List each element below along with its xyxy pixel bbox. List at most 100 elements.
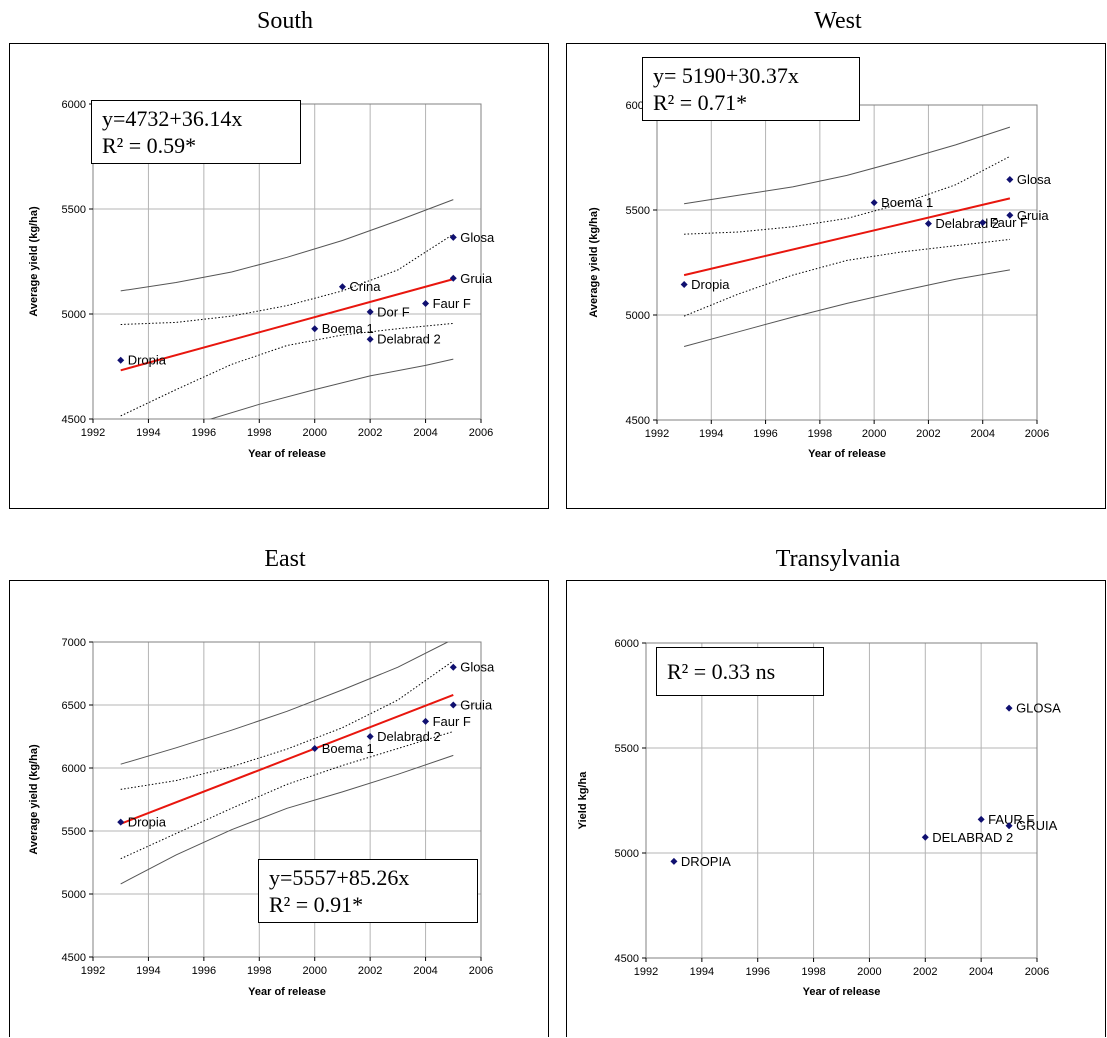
transylvania-x-tick-label: 1994: [690, 966, 714, 978]
east-confidence-upper-line: [120, 660, 454, 790]
transylvania-data-point: [921, 833, 929, 841]
west-data-label: Gruia: [1017, 208, 1050, 223]
west-data-point: [870, 199, 878, 207]
transylvania-data-label: GLOSA: [1016, 701, 1061, 716]
south-x-tick-label: 1992: [81, 427, 105, 439]
east-y-tick-label: 6000: [62, 763, 86, 775]
east-y-tick-label: 5000: [62, 889, 86, 901]
west-panel-title: West: [814, 8, 862, 34]
west-x-tick-label: 2002: [916, 428, 940, 440]
transylvania-x-tick-label: 2006: [1025, 966, 1049, 978]
east-x-tick-label: 2002: [358, 965, 382, 977]
west-data-point: [979, 219, 987, 227]
south-data-point: [117, 356, 125, 364]
south-data-label: Dor F: [377, 304, 410, 319]
transylvania-x-axis-title: Year of release: [803, 986, 881, 998]
west-data-label: Dropia: [691, 277, 730, 292]
transylvania-data-point: [670, 857, 678, 865]
east-x-tick-label: 2000: [302, 965, 326, 977]
west-x-tick-label: 1994: [699, 428, 723, 440]
west-confidence-lower-line: [683, 238, 1010, 317]
south-data-point: [366, 308, 374, 316]
transylvania-x-tick-label: 2004: [969, 966, 993, 978]
south-data-point: [449, 233, 457, 241]
west-x-tick-label: 2000: [862, 428, 886, 440]
transylvania-data-point: [977, 815, 985, 823]
transylvania-data-label: FAUR F: [988, 812, 1034, 827]
east-equation-box: y=5557+85.26x R² = 0.91*: [258, 859, 478, 923]
south-y-tick-label: 4500: [62, 414, 86, 426]
south-r2: R² = 0.59*: [102, 133, 197, 158]
south-x-tick-label: 2002: [358, 427, 382, 439]
south-prediction-upper-line: [120, 199, 454, 292]
west-y-tick-label: 4500: [626, 415, 650, 427]
east-equation: y=5557+85.26x: [269, 865, 410, 890]
south-y-tick-label: 5500: [62, 204, 86, 216]
west-x-axis-title: Year of release: [808, 448, 886, 460]
east-x-tick-label: 1994: [136, 965, 160, 977]
west-y-tick-label: 5000: [626, 310, 650, 322]
west-y-tick-label: 5500: [626, 205, 650, 217]
transylvania-y-tick-label: 5000: [615, 848, 639, 860]
west-plot-area: [656, 104, 1038, 421]
transylvania-x-tick-label: 1998: [801, 966, 825, 978]
west-prediction-lower-line: [683, 269, 1010, 347]
transylvania-data-label: DROPIA: [681, 854, 731, 869]
south-data-label: Glosa: [460, 230, 495, 245]
west-x-tick-label: 1998: [808, 428, 832, 440]
transylvania-y-tick-label: 4500: [615, 953, 639, 965]
south-data-point: [366, 335, 374, 343]
south-y-tick-label: 6000: [62, 99, 86, 111]
transylvania-y-tick-label: 5500: [615, 743, 639, 755]
transylvania-x-tick-label: 2000: [857, 966, 881, 978]
east-y-tick-label: 5500: [62, 826, 86, 838]
east-r2: R² = 0.91*: [269, 892, 364, 917]
east-data-label: Faur F: [433, 714, 471, 729]
east-x-tick-label: 1996: [192, 965, 216, 977]
east-x-axis-title: Year of release: [248, 986, 326, 998]
transylvania-r2: R² = 0.33 ns: [667, 659, 776, 684]
south-data-point: [338, 283, 346, 291]
transylvania-data-label: DELABRAD 2: [932, 830, 1013, 845]
east-data-point: [117, 818, 125, 826]
south-y-axis-title: Average yield (kg/ha): [28, 206, 40, 317]
west-x-tick-label: 1992: [645, 428, 669, 440]
transylvania-x-tick-label: 2002: [913, 966, 937, 978]
east-x-tick-label: 2006: [469, 965, 493, 977]
east-prediction-lower-line: [120, 754, 454, 885]
west-data-label: Boema 1: [881, 195, 933, 210]
west-data-point: [680, 281, 688, 289]
east-data-point: [449, 663, 457, 671]
west-data-label: Glosa: [1017, 172, 1052, 187]
transylvania-data-label: GRUIA: [1016, 818, 1058, 833]
transylvania-panel-title: Transylvania: [775, 546, 901, 572]
east-y-tick-label: 4500: [62, 952, 86, 964]
west-regression-line: [683, 197, 1011, 277]
east-y-tick-label: 6500: [62, 700, 86, 712]
transylvania-x-tick-label: 1992: [634, 966, 658, 978]
south-y-tick-label: 5000: [62, 309, 86, 321]
east-y-tick-label: 7000: [62, 637, 86, 649]
south-data-label: Dropia: [128, 353, 167, 368]
west-x-tick-label: 1996: [753, 428, 777, 440]
west-data-label: Faur F: [990, 215, 1028, 230]
west-data-point: [924, 220, 932, 228]
south-panel-title: South: [256, 8, 313, 34]
east-y-axis-title: Average yield (kg/ha): [28, 744, 40, 855]
transylvania-data-point: [1005, 704, 1013, 712]
west-data-point: [1006, 176, 1014, 184]
east-data-point: [366, 733, 374, 740]
west-r2: R² = 0.71*: [653, 90, 748, 115]
east-data-label: Dropia: [128, 815, 167, 830]
east-data-label: Glosa: [460, 660, 495, 675]
east-plot-area: [92, 641, 482, 958]
transylvania-x-tick-label: 1996: [745, 966, 769, 978]
east-data-label: Boema 1: [322, 741, 374, 756]
west-data-point: [1006, 211, 1014, 219]
transylvania-data-point: [1005, 822, 1013, 830]
transylvania-plot-area: [645, 642, 1038, 959]
west-x-tick-label: 2006: [1025, 428, 1049, 440]
east-x-tick-label: 1998: [247, 965, 271, 977]
east-data-label: Gruia: [460, 698, 493, 713]
